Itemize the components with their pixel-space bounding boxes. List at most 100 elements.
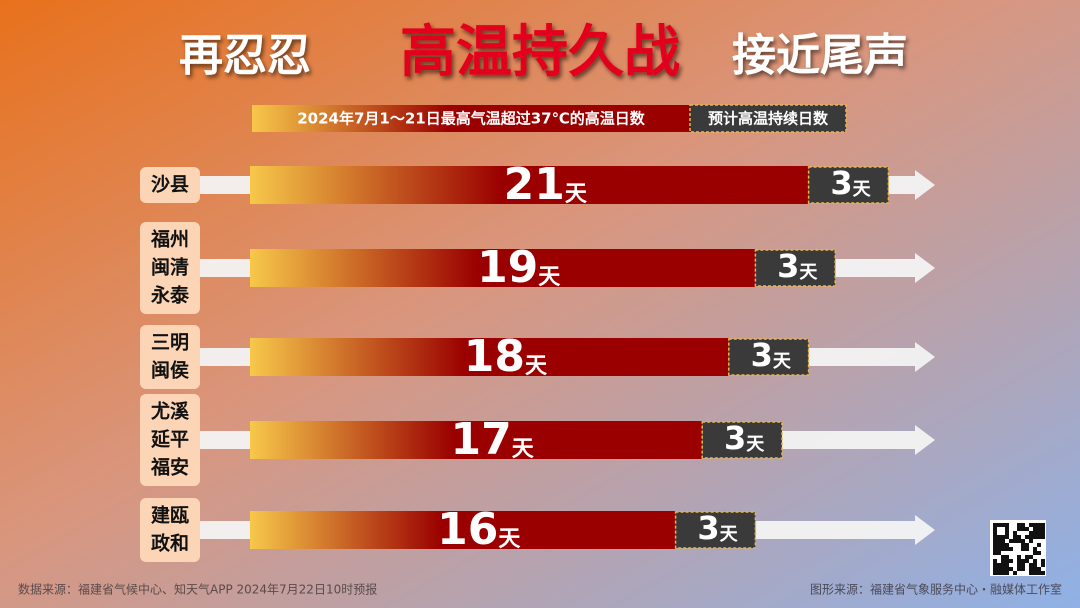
value-unit: 天 [853,179,872,200]
bar [250,338,729,376]
qr-cell [1041,531,1045,535]
qr-cell [1001,547,1005,551]
qr-cell [1005,563,1009,567]
qr-cell [1001,539,1005,543]
category-label: 沙县 [151,174,189,196]
qr-cell [1033,527,1037,531]
value-number: 21 [504,159,565,210]
qr-cell [1013,571,1017,575]
legend-swatch [689,104,847,133]
qr-cell [1033,559,1037,563]
qr-cell [997,563,1001,567]
bar [807,166,890,204]
row: 沙县 21 天 3天 [140,159,935,210]
qr-cell [1005,547,1009,551]
value-number: 3 [697,509,719,547]
value-number: 17 [450,414,511,465]
qr-cell [1005,535,1009,539]
qr-cell [1021,543,1025,547]
category-label: 闽清 [151,256,189,279]
bar [728,338,810,376]
title: 再忍忍 高温持久战 接近尾声 [179,20,908,85]
qr-cell [1017,559,1021,563]
qr-cell [1013,535,1017,539]
qr-cell [997,535,1001,539]
qr-cell [1021,527,1025,531]
qr-cell [1029,567,1033,571]
qr-cell [1041,563,1045,567]
qr-cell [1041,559,1045,563]
qr-cell [1005,523,1009,527]
category-label: 福州 [150,228,189,251]
qr-cell [993,527,997,531]
value-unit: 天 [746,434,765,455]
value-unit: 天 [720,524,739,545]
qr-cell [1033,563,1037,567]
qr-cell [993,539,997,543]
qr-cell [1029,531,1033,535]
qr-cell [1037,535,1041,539]
qr-cell [1017,563,1021,567]
category-label: 尤溪 [151,401,190,423]
qr-cell [1001,535,1005,539]
qr-cell [1037,571,1041,575]
qr-cell [1021,567,1025,571]
legend-label: 2024年7月1～21日最高气温超过37℃的高温日数 [297,110,646,128]
value-number: 3 [777,247,799,285]
qr-cell [1033,547,1037,551]
value-label: 19天 [477,242,561,293]
qr-cell [993,543,997,547]
qr-cell [1001,567,1005,571]
qr-cell [993,563,997,567]
qr-cell [1033,551,1037,555]
qr-cell [1037,551,1041,555]
qr-cell [1017,523,1021,527]
qr-cell [1009,559,1013,563]
value-label: 3天 [751,336,792,374]
qr-cell [1029,539,1033,543]
qr-cell [1037,543,1041,547]
category-label: 建瓯 [151,504,189,527]
qr-cell [997,523,1001,527]
qr-cell [997,567,1001,571]
value-unit: 天 [538,265,561,290]
bar [250,166,809,204]
value-unit: 天 [512,437,535,462]
value-label: 18天 [464,331,548,382]
qr-cell [993,547,997,551]
title-right: 接近尾声 [732,30,908,81]
qr-cell [993,523,997,527]
qr-cell [1013,531,1017,535]
value-label: 16天 [437,504,521,555]
value-label: 3天 [777,247,818,285]
category-box [140,498,200,562]
value-unit: 天 [525,354,548,379]
qr-cell [1009,539,1013,543]
category-box [140,167,200,203]
qr-cell [1013,539,1017,543]
qr-cell [1033,571,1037,575]
value-number: 3 [830,164,852,202]
qr-cell [997,539,1001,543]
qr-cell [1005,559,1009,563]
qr-cell [1021,539,1025,543]
value-label: 3天 [830,164,871,202]
qr-cell [1037,527,1041,531]
legend-label: 预计高温持续日数 [708,110,829,128]
value-unit: 天 [498,527,521,552]
category-label: 三明 [151,332,189,354]
qr-cell [1037,567,1041,571]
qr-cell [1025,535,1029,539]
bar [250,421,703,459]
qr-cell [993,571,997,575]
qr-cell [1033,567,1037,571]
qr-cell [993,567,997,571]
bar [701,421,783,459]
qr-cell [1025,527,1029,531]
qr-cell [1021,523,1025,527]
legend-swatch [252,105,690,132]
